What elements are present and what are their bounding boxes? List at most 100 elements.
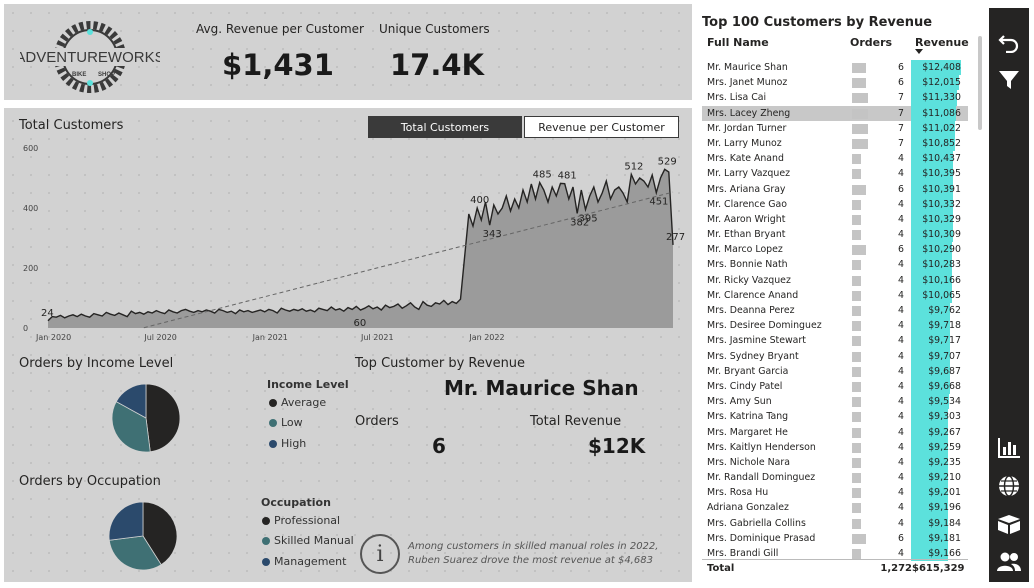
cell-revenue: $9,166: [928, 548, 961, 559]
legend-dot-icon: [262, 557, 270, 566]
column-header-orders[interactable]: Orders: [850, 36, 893, 49]
info-icon: i: [360, 534, 400, 574]
table-row[interactable]: Mrs. Rosa Hu 4 $9,201: [702, 485, 968, 501]
table-row[interactable]: Mrs. Janet Munoz 6 $12,015: [702, 75, 968, 91]
cell-revenue: $12,015: [922, 77, 961, 89]
table-row[interactable]: Mrs. Brandi Gill 4 $9,166: [702, 546, 968, 562]
occupation-legend-item[interactable]: Professional: [262, 514, 340, 527]
unique-customers-label: Unique Customers: [379, 22, 490, 36]
total-orders: 1,272: [880, 563, 912, 574]
table-row[interactable]: Mrs. Katrina Tang 4 $9,303: [702, 409, 968, 425]
cell-revenue: $10,395: [922, 168, 961, 180]
cell-revenue: $9,717: [928, 335, 961, 347]
table-row[interactable]: Adriana Gonzalez 4 $9,196: [702, 500, 968, 516]
table-row[interactable]: Mrs. Desiree Dominguez 4 $9,718: [702, 318, 968, 334]
revenue-data-bar: [911, 181, 953, 197]
orders-data-bar: [852, 488, 861, 499]
data-label: 481: [558, 171, 577, 182]
occupation-legend-item[interactable]: Management: [262, 555, 346, 568]
pie-slice-low[interactable]: [111, 401, 151, 453]
table-row[interactable]: Mr. Aaron Wright 4 $10,329: [702, 211, 968, 228]
table-row[interactable]: Mrs. Gabriella Collins 4 $9,184: [702, 515, 968, 531]
table-row[interactable]: Mrs. Bonnie Nath 4 $10,283: [702, 257, 968, 273]
globe-icon[interactable]: [993, 470, 1025, 502]
avg-revenue-value: $1,431: [222, 48, 334, 82]
column-header-revenue[interactable]: Revenue: [915, 36, 969, 49]
box-icon[interactable]: [993, 508, 1025, 540]
revenue-data-bar: [911, 287, 952, 303]
total-label: Total: [707, 563, 735, 574]
cell-orders: 4: [898, 426, 904, 438]
occupation-legend-item[interactable]: Skilled Manual: [262, 534, 354, 547]
cell-revenue: $10,332: [922, 198, 961, 210]
y-tick-label: 400: [23, 204, 38, 213]
table-row[interactable]: Mr. Ethan Bryant 4 $10,309: [702, 227, 968, 243]
cell-full-name: Mrs. Desiree Dominguez: [707, 320, 822, 332]
pie-slice-high[interactable]: [115, 383, 147, 419]
table-row[interactable]: Mr. Clarence Gao 4 $10,332: [702, 196, 968, 212]
income-legend-item[interactable]: High: [269, 437, 306, 450]
cell-revenue: $10,283: [922, 259, 961, 271]
table-row[interactable]: Mrs. Nichole Nara 4 $9,235: [702, 454, 968, 471]
revenue-data-bar: [911, 75, 959, 91]
table-row[interactable]: Mr. Randall Dominguez 4 $9,210: [702, 470, 968, 486]
table-row[interactable]: Mrs. Cindy Patel 4 $9,668: [702, 378, 968, 395]
table-row[interactable]: Mrs. Margaret He 4 $9,267: [702, 424, 968, 440]
table-row[interactable]: Mrs. Ariana Gray 6 $10,391: [702, 181, 968, 197]
table-row[interactable]: Mrs. Sydney Bryant 4 $9,707: [702, 348, 968, 364]
users-icon[interactable]: [993, 546, 1025, 578]
table-row[interactable]: Mrs. Jasmine Stewart 4 $9,717: [702, 333, 968, 349]
back-arrow-icon[interactable]: [993, 26, 1025, 58]
orders-data-bar: [852, 169, 861, 180]
table-row[interactable]: Mr. Larry Vazquez 4 $10,395: [702, 166, 968, 182]
occupation-pie-chart: [108, 501, 178, 571]
table-row[interactable]: Mrs. Dominique Prasad 6 $9,181: [702, 530, 968, 546]
income-legend-item[interactable]: Low: [269, 416, 303, 429]
table-row[interactable]: Mr. Larry Munoz 7 $10,852: [702, 135, 968, 152]
sort-descending-icon: [915, 49, 923, 54]
cell-full-name: Mrs. Lacey Zheng: [707, 107, 791, 119]
orders-data-bar: [852, 381, 861, 392]
revenue-data-bar: [911, 151, 953, 167]
table-row[interactable]: Mrs. Kate Anand 4 $10,437: [702, 151, 968, 167]
top-customers-table: Top 100 Customers by Revenue Full Name O…: [696, 8, 986, 582]
table-row[interactable]: Mrs. Deanna Perez 4 $9,762: [702, 303, 968, 319]
pie-slice-skilled-manual[interactable]: [108, 535, 162, 571]
table-row[interactable]: Mrs. Kaitlyn Henderson 4 $9,259: [702, 439, 968, 455]
table-scrollbar[interactable]: [978, 36, 982, 130]
cell-full-name: Mr. Marco Lopez: [707, 244, 783, 256]
cell-full-name: Mr. Larry Vazquez: [707, 168, 791, 180]
pie-slice-average[interactable]: [145, 383, 181, 453]
orders-data-bar: [852, 199, 861, 210]
cell-revenue: $11,330: [922, 92, 961, 104]
income-legend-label: Low: [281, 416, 303, 429]
table-row[interactable]: Mrs. Lisa Cai 7 $11,330: [702, 90, 968, 106]
table-row[interactable]: Mr. Ricky Vazquez 4 $10,166: [702, 272, 968, 288]
orders-data-bar: [852, 93, 868, 104]
orders-data-bar: [852, 290, 861, 301]
customers-area-series[interactable]: [48, 169, 673, 328]
total-revenue-label: Total Revenue: [530, 414, 622, 429]
income-legend-item[interactable]: Average: [269, 396, 326, 409]
filter-icon[interactable]: [993, 64, 1025, 96]
revenue-data-bar: [911, 318, 950, 334]
pie-slice-management[interactable]: [108, 501, 144, 541]
revenue-data-bar: [911, 242, 952, 258]
table-row[interactable]: Mr. Maurice Shan 6 $12,408: [702, 60, 968, 76]
cell-full-name: Mrs. Brandi Gill: [707, 548, 779, 559]
table-title: Top 100 Customers by Revenue: [702, 15, 933, 30]
column-header-full-name[interactable]: Full Name: [707, 36, 769, 49]
cell-full-name: Mrs. Kate Anand: [707, 153, 784, 165]
table-row[interactable]: Mr. Clarence Anand 4 $10,065: [702, 287, 968, 303]
table-row[interactable]: Mr. Marco Lopez 6 $10,290: [702, 242, 968, 258]
revenue-data-bar: [911, 485, 948, 501]
table-row[interactable]: Mrs. Lacey Zheng 7 $11,086: [702, 105, 968, 121]
legend-dot-icon: [262, 516, 270, 525]
table-row[interactable]: Mr. Bryant Garcia 4 $9,687: [702, 363, 968, 379]
toggle-revenue-per-customer-button[interactable]: Revenue per Customer: [524, 116, 679, 138]
bar-chart-icon[interactable]: [993, 432, 1025, 464]
table-row[interactable]: Mrs. Amy Sun 4 $9,534: [702, 394, 968, 410]
toggle-total-customers-button[interactable]: Total Customers: [368, 116, 522, 138]
table-row[interactable]: Mr. Jordan Turner 7 $11,022: [702, 120, 968, 136]
